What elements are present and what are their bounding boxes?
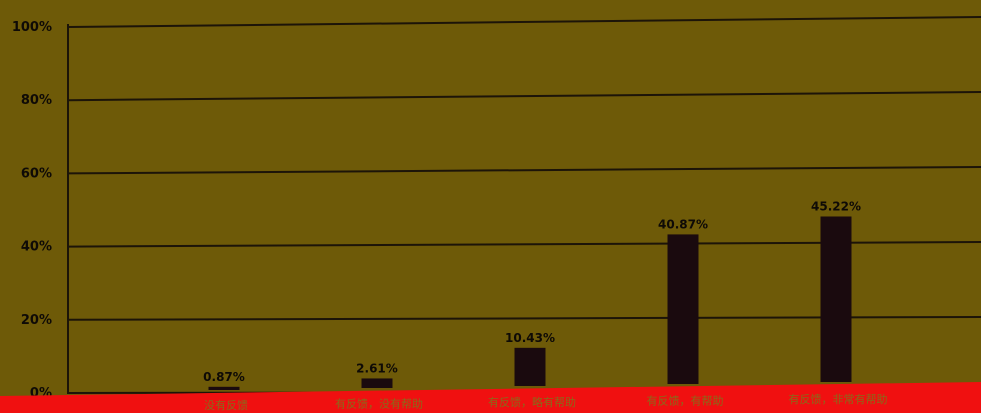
data-label: 0.87% bbox=[203, 370, 245, 384]
y-tick-label: 60% bbox=[21, 166, 52, 181]
bar bbox=[208, 386, 240, 390]
y-tick-label: 100% bbox=[12, 20, 52, 35]
y-tick-label: 40% bbox=[21, 240, 52, 255]
y-axis: 0%20%40%60%80%100% bbox=[12, 20, 69, 401]
gridline bbox=[67, 16, 981, 28]
gridline bbox=[67, 166, 981, 175]
category-label: 有反馈，略有帮助 bbox=[488, 395, 576, 409]
category-labels: 没有反馈 有反馈，没有帮助 有反馈，略有帮助 有反馈，有帮助 有反馈，非常有帮助 bbox=[204, 392, 888, 412]
data-label: 10.43% bbox=[505, 331, 555, 345]
category-label: 没有反馈 bbox=[204, 398, 248, 412]
bar bbox=[514, 347, 546, 386]
bar bbox=[361, 378, 393, 388]
y-tick-label: 80% bbox=[21, 93, 52, 108]
data-label: 2.61% bbox=[356, 361, 398, 375]
gridline bbox=[67, 91, 981, 102]
bar bbox=[820, 216, 852, 382]
baseline-red-band bbox=[0, 382, 981, 413]
category-label: 有反馈，有帮助 bbox=[647, 394, 724, 408]
data-label: 40.87% bbox=[658, 217, 708, 231]
category-label: 有反馈，非常有帮助 bbox=[789, 392, 888, 406]
y-tick-label: 20% bbox=[21, 313, 52, 328]
baseline-band bbox=[0, 382, 981, 413]
data-label: 45.22% bbox=[811, 199, 861, 213]
bars bbox=[208, 216, 852, 390]
bar bbox=[667, 234, 699, 384]
category-label: 有反馈，没有帮助 bbox=[335, 397, 423, 411]
data-labels: 0.87% 2.61% 10.43% 40.87% 45.22% bbox=[203, 199, 861, 383]
